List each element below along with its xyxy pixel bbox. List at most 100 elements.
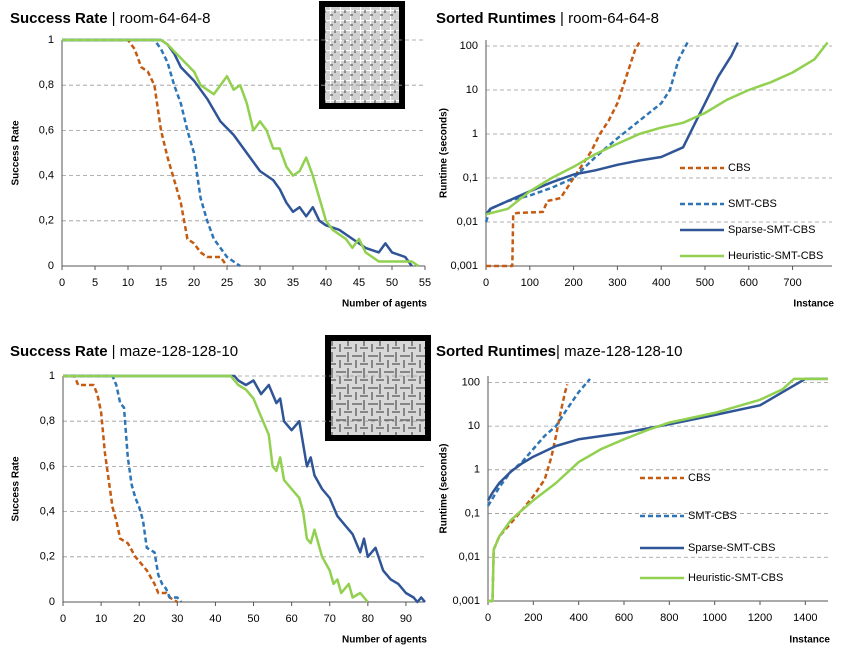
chart: Sorted Runtimes| maze-128-128-10 Runtime …	[436, 343, 830, 646]
series-line	[488, 377, 828, 603]
x-tick-label: 15	[155, 277, 167, 289]
title-main: Success Rate	[10, 343, 108, 360]
x-tick-label: 400	[652, 277, 670, 289]
series-line	[485, 41, 739, 216]
y-tick-label: 0,2	[39, 215, 54, 227]
x-axis-label: Number of agents	[342, 299, 427, 310]
title-sub: | room-64-64-8	[112, 10, 211, 27]
y-tick-label: 10	[466, 84, 478, 96]
x-tick-label: 700	[783, 277, 801, 289]
legend-label: Sparse-SMT-CBS	[728, 224, 815, 236]
x-tick-label: 1400	[793, 612, 817, 624]
x-tick-label: 1200	[748, 612, 772, 624]
x-tick-label: 400	[569, 612, 587, 624]
series-line	[486, 378, 591, 507]
series-line	[62, 38, 420, 268]
title-main: Success Rate	[10, 10, 108, 27]
x-tick-label: 55	[419, 277, 431, 289]
series-line	[62, 38, 413, 267]
x-tick-label: 10	[95, 613, 107, 625]
chart-title: Success Rate | maze-128-128-10	[10, 343, 238, 360]
x-tick-label: 0	[59, 277, 65, 289]
x-tick-label: 5	[92, 277, 98, 289]
series-line	[486, 41, 641, 268]
series-line	[486, 377, 828, 502]
x-tick-label: 30	[171, 613, 183, 625]
x-tick-label: 200	[564, 277, 582, 289]
x-tick-label: 0	[483, 277, 489, 289]
y-tick-label: 1	[474, 464, 480, 476]
series-line	[63, 374, 426, 604]
x-tick-label: 60	[286, 613, 298, 625]
x-tick-label: 25	[221, 277, 233, 289]
x-tick-label: 600	[740, 277, 758, 289]
x-tick-label: 35	[287, 277, 299, 289]
y-tick-label: 1	[49, 370, 55, 382]
x-axis-label: Instance	[789, 635, 830, 646]
y-tick-label: 0,6	[40, 460, 55, 472]
y-axis-label: Runtime (seconds)	[439, 108, 450, 198]
series-line	[484, 41, 689, 223]
title-sub: | maze-128-128-10	[112, 343, 238, 360]
y-tick-label: 10	[468, 420, 480, 432]
x-tick-label: 80	[362, 613, 374, 625]
chart-title: Sorted Runtimes | room-64-64-8	[436, 10, 659, 27]
x-tick-label: 0	[60, 613, 66, 625]
series-line	[63, 374, 369, 603]
chart-title: Success Rate | room-64-64-8	[10, 10, 211, 27]
x-tick-label: 50	[247, 613, 259, 625]
y-tick-label: 0,8	[39, 79, 54, 91]
y-axis-label: Runtime (seconds)	[439, 443, 450, 533]
x-tick-label: 300	[608, 277, 626, 289]
x-tick-label: 45	[353, 277, 365, 289]
y-tick-label: 0,4	[39, 170, 54, 182]
series-line	[63, 374, 178, 604]
y-tick-label: 0,4	[40, 506, 55, 518]
y-tick-label: 0,001	[452, 595, 480, 607]
x-tick-label: 10	[122, 277, 134, 289]
x-tick-label: 100	[521, 277, 539, 289]
room-map-thumbnail	[319, 1, 405, 109]
legend-label: Heuristic-SMT-CBS	[688, 572, 783, 584]
x-axis-label: Number of agents	[342, 635, 427, 646]
x-tick-label: 800	[660, 612, 678, 624]
legend-label: SMT-CBS	[728, 198, 777, 210]
x-axis-label: Instance	[793, 299, 834, 310]
x-tick-label: 50	[386, 277, 398, 289]
y-tick-label: 0,2	[40, 551, 55, 563]
y-axis-label: Success Rate	[11, 120, 22, 185]
chart-title: Sorted Runtimes| maze-128-128-10	[436, 343, 682, 360]
x-tick-label: 40	[209, 613, 221, 625]
y-tick-label: 1	[472, 128, 478, 140]
y-tick-label: 0,6	[39, 124, 54, 136]
series-line	[485, 41, 829, 216]
legend-label: CBS	[688, 472, 711, 484]
y-tick-label: 100	[460, 40, 478, 52]
series-line	[488, 384, 569, 603]
y-tick-label: 1	[48, 34, 54, 46]
x-tick-label: 20	[188, 277, 200, 289]
legend-label: SMT-CBS	[688, 510, 737, 522]
y-tick-label: 0,8	[40, 415, 55, 427]
series-line	[63, 374, 183, 603]
title-main: Sorted Runtimes	[436, 10, 556, 27]
x-tick-label: 600	[615, 612, 633, 624]
y-tick-label: 0,1	[465, 507, 480, 519]
y-tick-label: 0,01	[457, 216, 478, 228]
x-tick-label: 90	[400, 613, 412, 625]
maze-map-thumbnail	[325, 335, 431, 441]
y-tick-label: 0,001	[450, 260, 478, 272]
chart: Sorted Runtimes | room-64-64-8 Runtime (se…	[436, 10, 834, 310]
legend-label: Sparse-SMT-CBS	[688, 542, 775, 554]
y-axis-label: Success Rate	[11, 456, 22, 521]
legend-label: CBS	[728, 162, 751, 174]
y-tick-label: 0	[48, 260, 54, 272]
title-sub: | room-64-64-8	[560, 10, 659, 27]
legend-label: Heuristic-SMT-CBS	[728, 250, 823, 262]
x-tick-label: 70	[324, 613, 336, 625]
y-tick-label: 0	[49, 596, 55, 608]
y-tick-label: 0,1	[463, 172, 478, 184]
title-sub: | maze-128-128-10	[556, 343, 682, 360]
